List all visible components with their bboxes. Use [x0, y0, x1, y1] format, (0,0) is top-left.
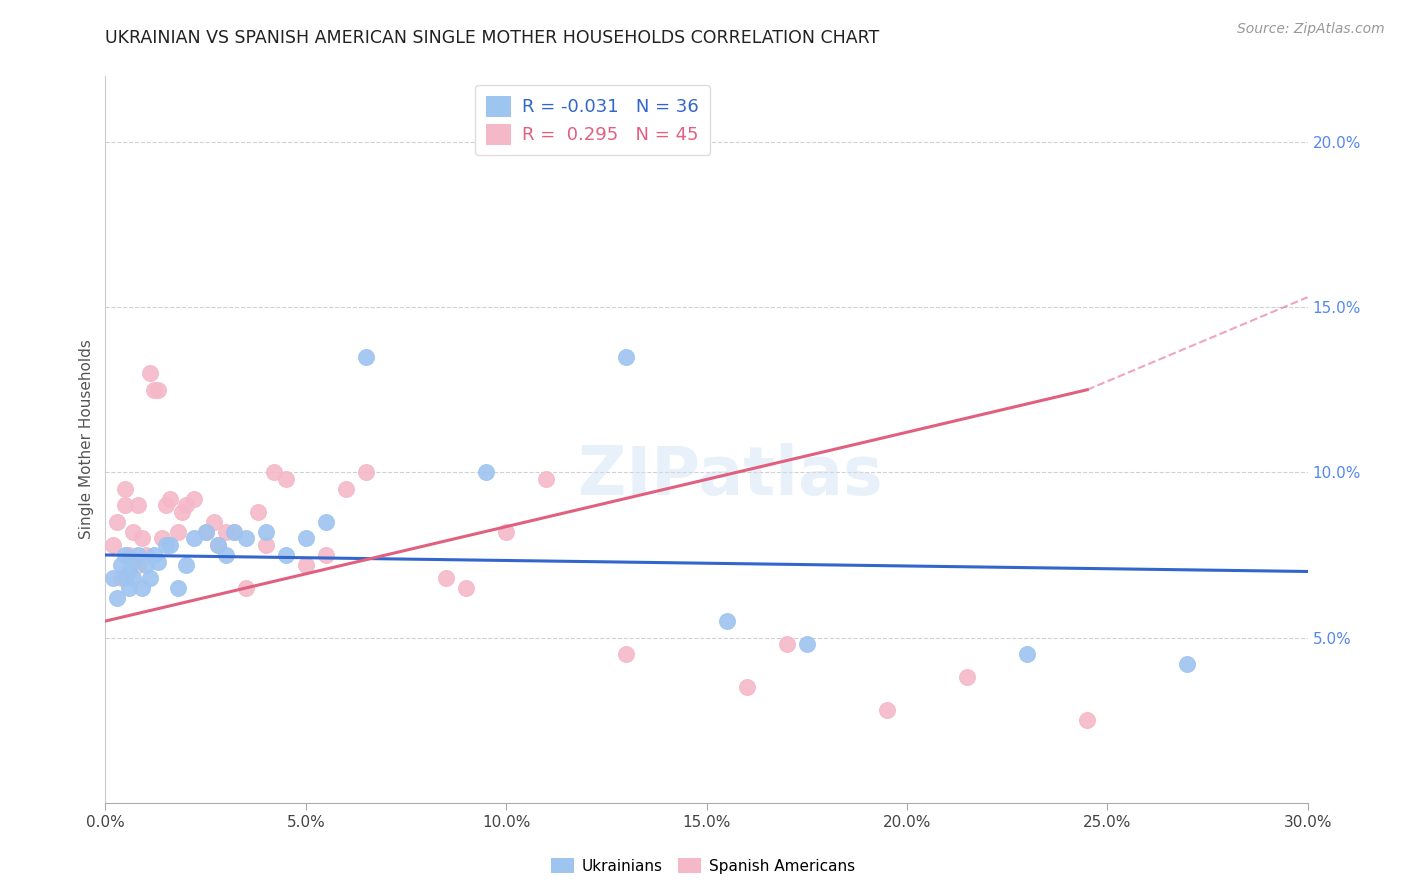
Point	[222, 524, 245, 539]
Point	[202, 515, 225, 529]
Point	[315, 548, 337, 562]
Point	[183, 491, 205, 506]
Point	[103, 571, 125, 585]
Point	[135, 548, 157, 562]
Point	[246, 505, 269, 519]
Point	[616, 350, 638, 364]
Point	[170, 505, 193, 519]
Point	[114, 571, 136, 585]
Text: UKRAINIAN VS SPANISH AMERICAN SINGLE MOTHER HOUSEHOLDS CORRELATION CHART: UKRAINIAN VS SPANISH AMERICAN SINGLE MOT…	[105, 29, 880, 46]
Text: ZIPatlas: ZIPatlas	[578, 442, 883, 508]
Point	[534, 472, 557, 486]
Point	[110, 558, 132, 572]
Point	[127, 558, 149, 572]
Y-axis label: Single Mother Households: Single Mother Households	[79, 339, 94, 540]
Point	[127, 548, 149, 562]
Point	[138, 366, 160, 380]
Point	[114, 499, 136, 513]
Point	[335, 482, 357, 496]
Point	[315, 515, 337, 529]
Point	[138, 571, 160, 585]
Point	[207, 538, 229, 552]
Point	[495, 524, 517, 539]
Point	[103, 538, 125, 552]
Point	[142, 548, 165, 562]
Point	[1177, 657, 1199, 671]
Point	[222, 524, 245, 539]
Point	[166, 524, 188, 539]
Point	[122, 571, 145, 585]
Point	[155, 538, 177, 552]
Point	[118, 565, 141, 579]
Point	[166, 581, 188, 595]
Text: Source: ZipAtlas.com: Source: ZipAtlas.com	[1237, 22, 1385, 37]
Point	[796, 637, 818, 651]
Point	[159, 491, 181, 506]
Point	[274, 548, 297, 562]
Point	[735, 680, 758, 694]
Point	[263, 466, 285, 480]
Point	[214, 548, 236, 562]
Point	[295, 558, 318, 572]
Point	[155, 499, 177, 513]
Point	[776, 637, 799, 651]
Point	[354, 466, 377, 480]
Point	[131, 532, 153, 546]
Point	[135, 558, 157, 572]
Point	[354, 350, 377, 364]
Point	[114, 548, 136, 562]
Point	[174, 558, 197, 572]
Point	[235, 581, 257, 595]
Point	[118, 548, 141, 562]
Point	[254, 538, 277, 552]
Point	[122, 555, 145, 569]
Point	[274, 472, 297, 486]
Point	[194, 524, 217, 539]
Point	[716, 614, 738, 628]
Point	[207, 538, 229, 552]
Point	[114, 482, 136, 496]
Point	[107, 515, 129, 529]
Legend: R = -0.031   N = 36, R =  0.295   N = 45: R = -0.031 N = 36, R = 0.295 N = 45	[475, 85, 710, 155]
Point	[159, 538, 181, 552]
Point	[118, 581, 141, 595]
Point	[454, 581, 477, 595]
Legend: Ukrainians, Spanish Americans: Ukrainians, Spanish Americans	[546, 852, 860, 880]
Point	[434, 571, 457, 585]
Point	[174, 499, 197, 513]
Point	[295, 532, 318, 546]
Point	[876, 703, 898, 717]
Point	[616, 647, 638, 661]
Point	[194, 524, 217, 539]
Point	[475, 466, 498, 480]
Point	[254, 524, 277, 539]
Point	[183, 532, 205, 546]
Point	[146, 383, 169, 397]
Point	[235, 532, 257, 546]
Point	[131, 581, 153, 595]
Point	[956, 670, 979, 684]
Point	[107, 591, 129, 605]
Point	[1076, 713, 1098, 727]
Point	[1017, 647, 1039, 661]
Point	[150, 532, 173, 546]
Point	[146, 555, 169, 569]
Point	[110, 571, 132, 585]
Point	[142, 383, 165, 397]
Point	[127, 499, 149, 513]
Point	[214, 524, 236, 539]
Point	[122, 524, 145, 539]
